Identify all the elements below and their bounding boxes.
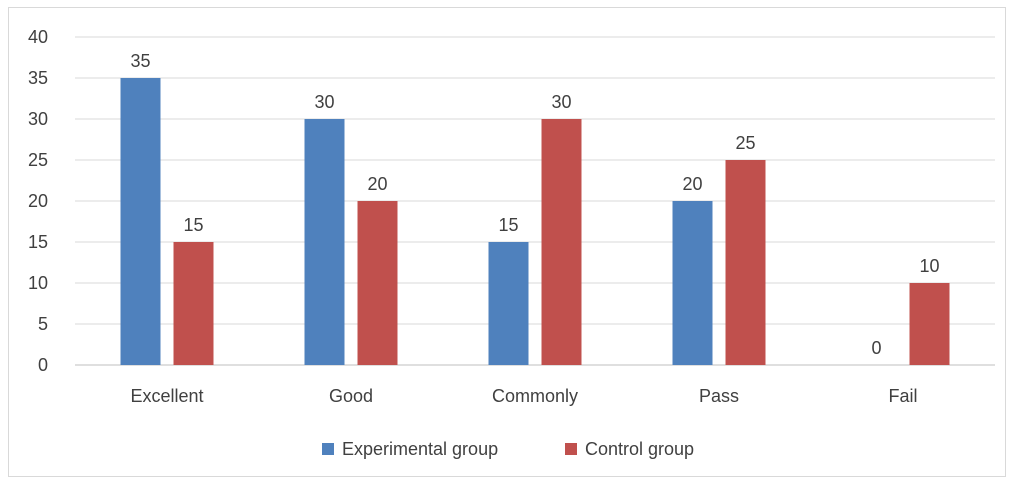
gridlines [75,36,995,366]
y-tick-label: 5 [38,314,48,334]
x-tick-label: Excellent [130,386,203,406]
bar-control-fail [909,283,950,365]
x-tick-label: Fail [888,386,917,406]
y-tick-label: 30 [28,109,48,129]
y-tick-label: 0 [38,355,48,375]
y-tick-label: 10 [28,273,48,293]
data-label: 30 [314,92,334,112]
data-label: 35 [130,51,150,71]
bar-experimental-commonly [488,242,529,365]
data-label: 20 [682,174,702,194]
data-label: 0 [871,338,881,358]
data-label: 25 [735,133,755,153]
bar-experimental-excellent [120,78,161,365]
legend-swatch [322,443,334,455]
bar-experimental-good [304,119,345,365]
data-label: 15 [183,215,203,235]
bar-experimental-pass [672,201,713,365]
y-tick-label: 20 [28,191,48,211]
data-label: 15 [498,215,518,235]
bar-control-good [357,201,398,365]
bar-control-excellent [173,242,214,365]
legend: Experimental group Control group [322,439,694,459]
y-tick-label: 15 [28,232,48,252]
y-axis: 0 5 10 15 20 25 30 35 40 [28,27,48,375]
bar-control-commonly [541,119,582,365]
x-tick-label: Commonly [492,386,578,406]
y-tick-label: 35 [28,68,48,88]
legend-swatch [565,443,577,455]
data-label: 30 [551,92,571,112]
x-axis: Excellent Good Commonly Pass Fail [130,386,917,406]
x-tick-label: Good [329,386,373,406]
data-label: 10 [919,256,939,276]
y-tick-label: 40 [28,27,48,47]
x-tick-label: Pass [699,386,739,406]
legend-label: Experimental group [342,439,498,459]
data-labels: 35 15 30 20 15 30 20 25 0 10 [130,51,939,358]
bars [120,78,950,365]
data-label: 20 [367,174,387,194]
bar-control-pass [725,160,766,365]
legend-label: Control group [585,439,694,459]
y-tick-label: 25 [28,150,48,170]
